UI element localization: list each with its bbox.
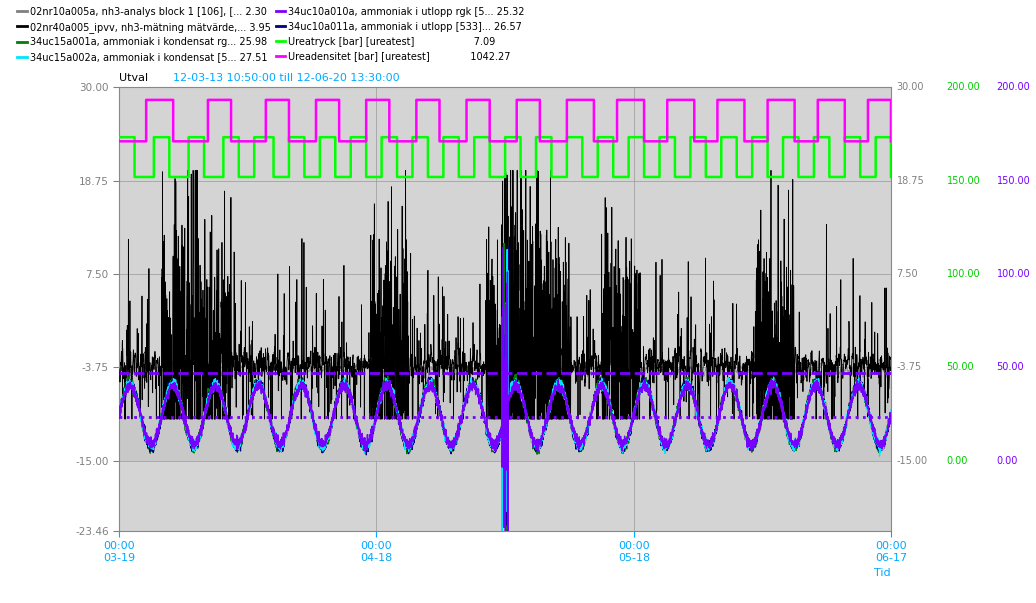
Text: 30.00: 30.00: [896, 83, 924, 92]
Text: 50.00: 50.00: [947, 362, 974, 372]
Text: 7.50: 7.50: [896, 269, 918, 279]
Text: 150.00: 150.00: [947, 175, 980, 186]
Text: 100.00: 100.00: [947, 269, 980, 279]
Text: 18.75: 18.75: [896, 175, 924, 186]
X-axis label: Tid: Tid: [874, 568, 891, 578]
Text: 200.00: 200.00: [947, 83, 980, 92]
Text: Utval: Utval: [119, 73, 148, 83]
Text: 0.00: 0.00: [997, 455, 1018, 466]
Text: -3.75: -3.75: [896, 362, 922, 372]
Text: 150.00: 150.00: [997, 175, 1030, 186]
Text: 50.00: 50.00: [997, 362, 1025, 372]
Text: 200.00: 200.00: [997, 83, 1030, 92]
Legend: 02nr10a005a, nh3-analys block 1 [106], [... 2.30, 02nr40a005_ipvv, nh3-mätning m: 02nr10a005a, nh3-analys block 1 [106], […: [16, 5, 526, 65]
Text: -15.00: -15.00: [896, 455, 927, 466]
Text: 0.00: 0.00: [947, 455, 968, 466]
Text: 100.00: 100.00: [997, 269, 1030, 279]
Text: 12-03-13 10:50:00 till 12-06-20 13:30:00: 12-03-13 10:50:00 till 12-06-20 13:30:00: [173, 73, 400, 83]
